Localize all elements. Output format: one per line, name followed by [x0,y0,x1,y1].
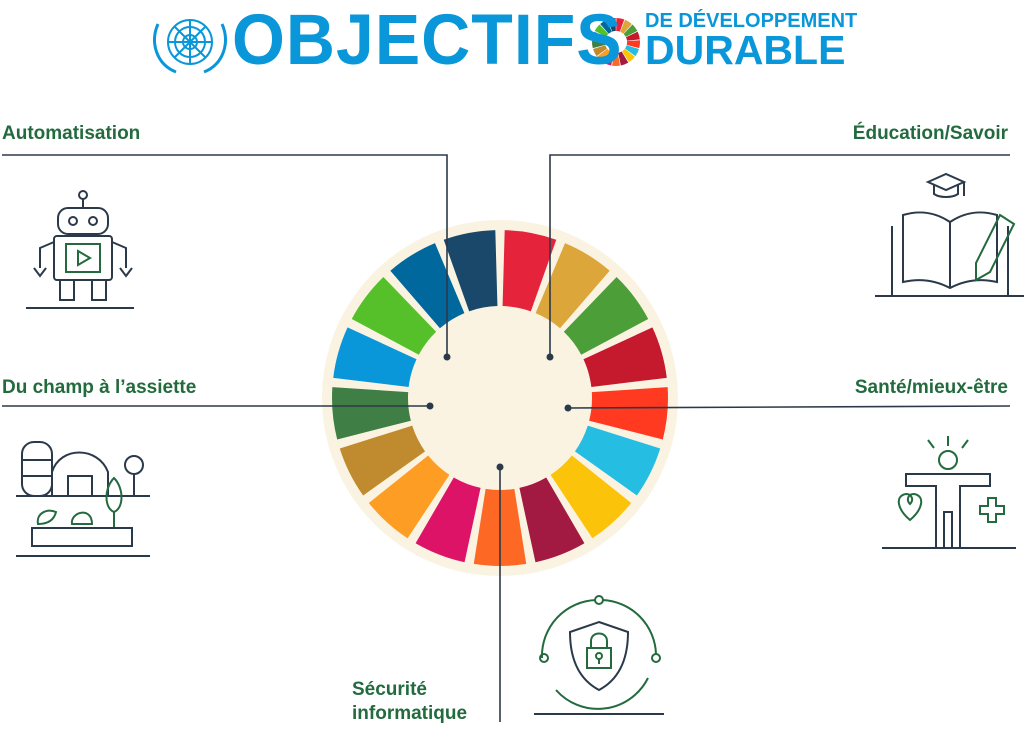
sdg-wheel [322,220,678,576]
wheel-segment-13 [332,387,411,440]
page-title: OBJECTIFS [232,0,623,80]
mini-wheel-segment-7 [621,48,635,63]
mini-wheel-segment-10 [603,51,614,66]
mini-wheel-segment-14 [592,31,607,41]
un-emblem-icon [153,19,227,74]
mini-wheel-segment-3 [623,24,638,37]
wheel-segment-8 [519,477,585,563]
mini-wheel-segment-16 [600,19,612,34]
dot-health [564,404,572,412]
wheel-segment-16 [390,243,465,329]
mini-wheel-segment-4 [625,31,640,41]
wheel-segment-5 [589,387,668,440]
label-education: Éducation/Savoir [852,123,1008,144]
dot-cyber [496,463,504,471]
mini-wheel-segment-2 [620,19,632,34]
wheel-segment-17 [443,230,498,312]
page-subtitle-line1: DE DÉVELOPPEMENT [645,10,858,32]
wheel-segment-12 [339,425,426,496]
label-health: Santé/mieux-être [854,377,1008,398]
wheel-segment-14 [333,327,417,387]
connector-education [549,154,1010,357]
connector-health [567,405,1011,409]
robot-icon [26,190,134,309]
sdg-wheel-icon [592,18,640,66]
mini-wheel-segment-11 [597,48,611,63]
wheel-segment-3 [563,277,649,355]
farm-icon [16,441,150,557]
connector-automation [2,154,448,357]
wheel-segment-15 [351,277,437,355]
mini-wheel-segment-9 [612,52,620,66]
label-cyber-line1: Sécurité [352,679,427,700]
wheel-segment-1 [502,230,557,312]
shield-lock-icon [534,595,664,715]
label-farm: Du champ à l’assiette [2,377,197,398]
mini-wheel-segment-6 [624,45,639,57]
page-subtitle-line2: DURABLE [645,27,846,73]
mini-wheel-segment-15 [594,24,609,37]
mini-wheel-segment-5 [626,40,640,49]
label-automation: Automatisation [2,123,141,144]
book-graduation-icon [875,172,1024,297]
dot-education [546,353,554,361]
dot-automation [443,353,451,361]
wheel-segment-11 [368,455,450,539]
wheel-segment-10 [415,477,481,563]
mini-wheel-segment-1 [616,18,625,32]
wheel-segment-4 [583,327,667,387]
mini-wheel-segment-17 [607,18,616,32]
wheel-segment-6 [574,425,661,496]
wheel-segment-7 [550,455,632,539]
label-cyber: Sécurité informatique [352,678,467,726]
dot-farm [426,402,434,410]
mini-wheel-segment-12 [593,45,608,57]
label-cyber-line2: informatique [352,703,468,724]
mini-wheel-segment-13 [592,40,606,49]
wheel-segment-2 [535,243,610,329]
person-health-icon [882,436,1016,549]
mini-wheel-segment-8 [618,51,629,66]
